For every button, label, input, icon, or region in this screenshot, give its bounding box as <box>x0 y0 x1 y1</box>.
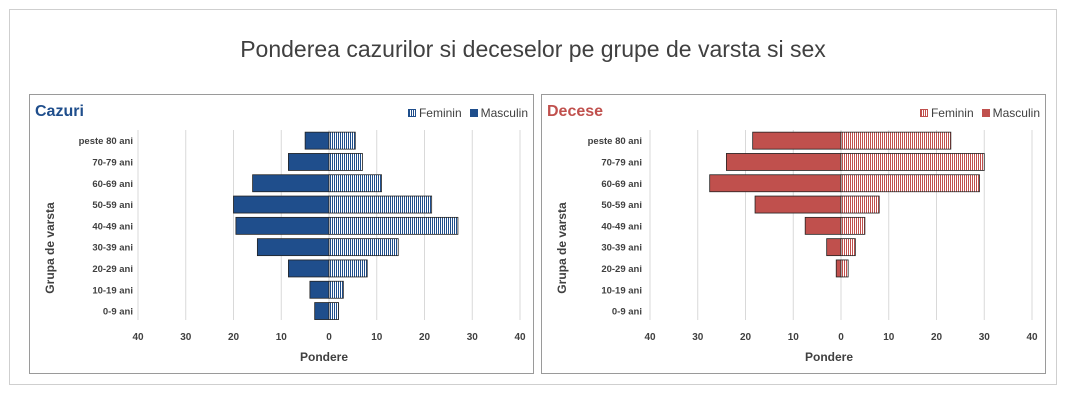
decese-chart-panel: Decese Feminin Masculin 40 30 20 10 0 10 20 30 4… <box>541 94 1046 374</box>
cazuri-x-tick-label: 20 <box>419 332 431 343</box>
decese-bar-masculin <box>725 153 842 171</box>
main-title: Ponderea cazurilor si deceselor pe grupe… <box>240 36 826 62</box>
cazuri-x-tick-label: 20 <box>228 332 240 343</box>
decese-category-label: 0-9 ani <box>612 307 642 318</box>
cazuri-legend-feminin-label: Feminin <box>418 106 462 120</box>
cazuri-x-axis-label: Pondere <box>300 350 349 364</box>
figure-frame: Ponderea cazurilor si deceselor pe grupe… <box>9 9 1057 385</box>
cazuri-y-axis-label: Grupa de varsta <box>43 202 57 294</box>
decese-panel-title: Decese <box>547 103 604 120</box>
cazuri-bar-masculin <box>314 302 330 320</box>
cazuri-bar-masculin <box>309 280 330 299</box>
decese-bar-masculin <box>754 195 842 214</box>
decese-x-tick-label: 10 <box>788 332 800 343</box>
decese-bar-feminin <box>840 131 952 150</box>
cazuri-bar-feminin <box>328 131 356 150</box>
cazuri-chart-panel: Cazuri Feminin Masculin 40 30 20 10 0 10 20 30 4… <box>29 94 534 374</box>
decese-x-tick-label: 30 <box>692 332 704 343</box>
cazuri-category-label: 30-39 ani <box>92 243 133 254</box>
decese-category-label: 70-79 ani <box>601 157 642 168</box>
cazuri-x-tick-label: 10 <box>276 332 288 343</box>
decese-category-label: 10-19 ani <box>601 285 642 296</box>
decese-bar-masculin <box>752 131 842 150</box>
decese-category-label: 60-69 ani <box>601 179 642 190</box>
cazuri-legend-feminin-swatch <box>407 109 416 117</box>
cazuri-category-label: 50-59 ani <box>92 200 133 211</box>
decese-legend-feminin-label: Feminin <box>930 106 974 120</box>
decese-category-label: 30-39 ani <box>601 243 642 254</box>
decese-bar-feminin <box>840 238 856 257</box>
decese-legend-masculin-label: Masculin <box>992 106 1040 120</box>
cazuri-category-label: 0-9 ani <box>103 307 133 318</box>
cazuri-bar-masculin <box>235 216 330 235</box>
cazuri-bar-masculin <box>256 238 330 257</box>
decese-legend: Feminin Masculin <box>912 106 1040 120</box>
decese-category-label: 20-29 ani <box>601 264 642 275</box>
cazuri-bar-feminin <box>328 216 459 235</box>
decese-legend-masculin: Masculin <box>981 106 1040 120</box>
cazuri-bar-feminin <box>328 174 382 193</box>
cazuri-bar-masculin <box>288 153 330 171</box>
decese-x-axis-label: Pondere <box>805 350 854 364</box>
cazuri-bar-masculin <box>252 174 330 193</box>
cazuri-category-label: 10-19 ani <box>92 285 133 296</box>
cazuri-x-tick-label: 40 <box>132 332 144 343</box>
cazuri-bar-feminin <box>328 259 368 278</box>
decese-x-tick-label: 40 <box>1026 332 1038 343</box>
cazuri-category-label: 60-69 ani <box>92 179 133 190</box>
decese-category-label: 50-59 ani <box>601 200 642 211</box>
decese-legend-feminin-swatch <box>919 109 928 117</box>
decese-category-label: peste 80 ani <box>588 136 642 147</box>
cazuri-bar-feminin <box>328 153 363 171</box>
decese-x-tick-label: 20 <box>931 332 943 343</box>
decese-x-tick-label: 0 <box>838 332 844 343</box>
cazuri-category-label: 40-49 ani <box>92 221 133 232</box>
cazuri-category-label: peste 80 ani <box>79 136 133 147</box>
decese-bar-masculin <box>826 238 842 257</box>
decese-y-axis-label: Grupa de varsta <box>555 202 569 294</box>
decese-x-tick-label: 40 <box>644 332 656 343</box>
cazuri-bar-masculin <box>288 259 330 278</box>
cazuri-x-tick-label: 0 <box>326 332 332 343</box>
decese-plot: 40 30 20 10 0 10 20 30 40 peste 80 ani 70-79 ani 60… <box>588 130 1038 343</box>
cazuri-category-label: 70-79 ani <box>92 157 133 168</box>
decese-bar-feminin <box>840 174 980 193</box>
decese-x-tick-label: 10 <box>883 332 895 343</box>
cazuri-panel-title: Cazuri <box>35 103 84 120</box>
decese-legend-masculin-swatch <box>981 109 990 117</box>
cazuri-plot: 40 30 20 10 0 10 20 30 40 peste 80 ani 70-79 ani 60… <box>79 130 526 343</box>
cazuri-x-tick-label: 10 <box>371 332 383 343</box>
cazuri-bar-feminin <box>328 280 344 299</box>
cazuri-legend-masculin-label: Masculin <box>480 106 528 120</box>
cazuri-bar-masculin <box>233 195 330 214</box>
cazuri-bar-masculin <box>304 131 330 150</box>
decese-bar-masculin <box>835 259 842 278</box>
cazuri-x-tick-label: 30 <box>180 332 192 343</box>
cazuri-legend: Feminin Masculin <box>400 106 528 120</box>
decese-bar-feminin <box>840 153 985 171</box>
cazuri-legend-masculin-swatch <box>469 109 478 117</box>
decese-category-label: 40-49 ani <box>601 221 642 232</box>
decese-bar-masculin <box>804 216 842 235</box>
cazuri-legend-feminin: Feminin <box>407 106 462 120</box>
decese-x-tick-label: 30 <box>979 332 991 343</box>
decese-bar-masculin <box>709 174 842 193</box>
cazuri-x-tick-label: 40 <box>514 332 526 343</box>
decese-bar-feminin <box>840 216 866 235</box>
cazuri-bar-feminin <box>328 238 399 257</box>
decese-legend-feminin: Feminin <box>919 106 974 120</box>
decese-x-tick-label: 20 <box>740 332 752 343</box>
cazuri-category-label: 20-29 ani <box>92 264 133 275</box>
cazuri-legend-masculin: Masculin <box>469 106 528 120</box>
cazuri-x-tick-label: 30 <box>467 332 479 343</box>
decese-bar-feminin <box>840 259 849 278</box>
decese-bar-feminin <box>840 195 880 214</box>
cazuri-bar-feminin <box>328 195 433 214</box>
cazuri-bar-feminin <box>328 302 339 320</box>
